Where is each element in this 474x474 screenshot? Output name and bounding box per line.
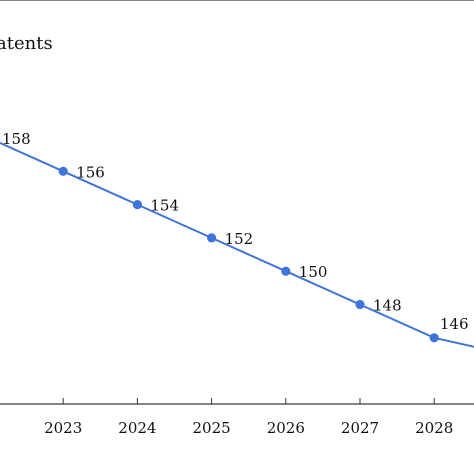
x-axis-tick-labels: 2202320242025202620272028 xyxy=(44,419,453,437)
x-tick-label: 2024 xyxy=(118,419,156,437)
data-point xyxy=(429,333,439,343)
data-point xyxy=(132,200,142,210)
data-label: 154 xyxy=(150,197,179,215)
data-point xyxy=(281,266,291,276)
x-axis-ticks xyxy=(62,398,435,404)
series-points xyxy=(58,166,439,343)
chart-title: atents xyxy=(0,33,53,54)
data-point xyxy=(207,233,217,243)
data-label: 146 xyxy=(440,315,469,333)
data-labels: 158 156 154 152 150 148 146 xyxy=(2,130,469,333)
x-tick-label: 2026 xyxy=(267,419,305,437)
data-label: 148 xyxy=(373,297,402,315)
data-label: 150 xyxy=(299,263,328,281)
data-label: 156 xyxy=(76,163,105,181)
plot-frame xyxy=(0,0,474,405)
data-label: 152 xyxy=(225,230,254,248)
data-point xyxy=(355,299,365,310)
x-tick-label: 2025 xyxy=(193,419,231,437)
data-point xyxy=(58,166,68,176)
x-tick-label: 2023 xyxy=(44,419,82,437)
x-tick-label: 2028 xyxy=(415,419,453,437)
series-line xyxy=(0,141,474,348)
data-label: 158 xyxy=(2,130,31,148)
x-tick-label: 2027 xyxy=(341,419,379,437)
